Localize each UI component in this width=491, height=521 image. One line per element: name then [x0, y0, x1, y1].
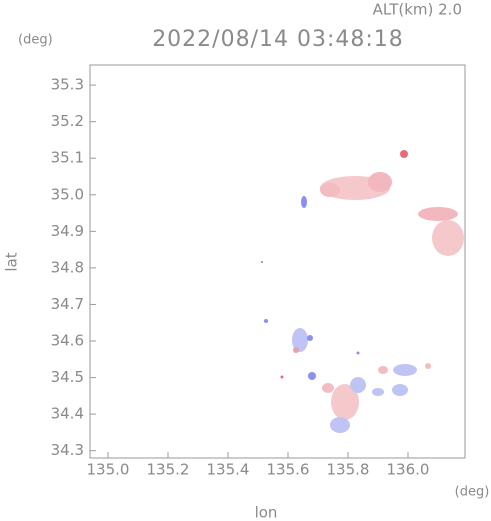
y-tick-label: 34.8 [51, 258, 84, 276]
y-tick-label: 35.3 [51, 76, 84, 94]
y-tick-label: 34.3 [51, 441, 84, 459]
y-tick-label: 34.5 [51, 368, 84, 386]
x-tick-label: 135.2 [147, 461, 190, 479]
plot-frame [89, 64, 466, 459]
x-axis-label: lon [255, 504, 278, 521]
y-tick-label: 34.4 [51, 405, 84, 423]
x-tick-label: 135.0 [87, 461, 130, 479]
echo-field [261, 150, 464, 433]
x-tick-label: 136.0 [387, 461, 430, 479]
y-tick-label: 34.9 [51, 222, 84, 240]
y-unit: (deg) [18, 33, 53, 48]
chart-title: 2022/08/14 03:48:18 [152, 27, 404, 52]
y-tick-label: 34.6 [51, 332, 84, 350]
y-tick-label: 35.1 [51, 149, 84, 167]
x-tick-label: 135.4 [207, 461, 250, 479]
y-tick-label: 35.0 [51, 185, 84, 203]
altitude-label: ALT(km) 2.0 [373, 1, 462, 19]
x-tick-label: 135.8 [327, 461, 370, 479]
x-unit: (deg) [455, 485, 490, 500]
y-tick-label: 34.7 [51, 295, 84, 313]
y-tick-label: 35.2 [51, 112, 84, 130]
x-tick-label: 135.6 [267, 461, 310, 479]
y-axis-label: lat [3, 252, 21, 271]
